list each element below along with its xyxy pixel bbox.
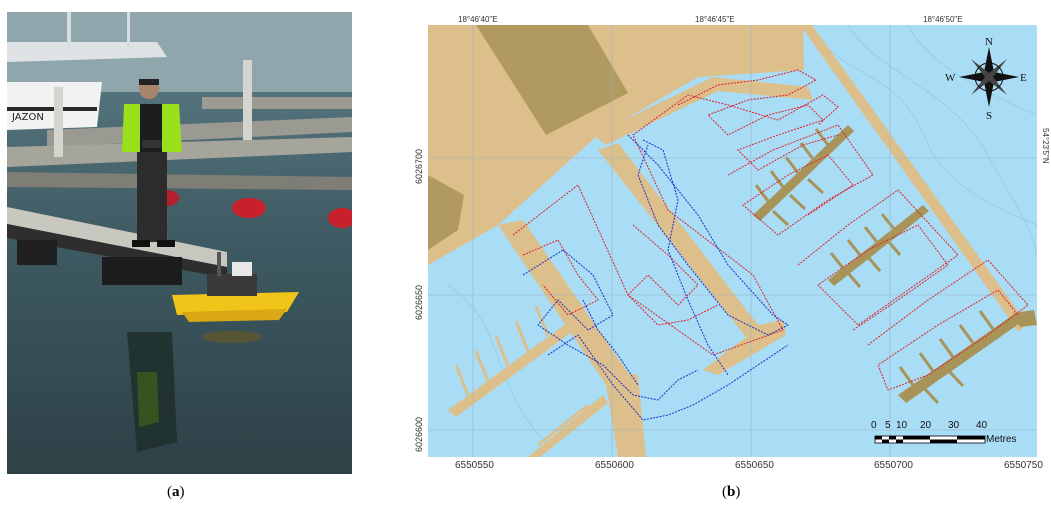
longitude-label-1: 18°46'40"E — [458, 15, 498, 24]
easting-label-3: 6550650 — [735, 460, 774, 471]
scale-tick-10: 10 — [896, 420, 908, 431]
building-1 — [476, 25, 628, 135]
scale-tick-30: 30 — [948, 420, 960, 431]
easting-label-2: 6550600 — [595, 460, 634, 471]
caption-b: (b) — [722, 484, 741, 500]
survey-map: N S E W — [428, 25, 1037, 457]
photo-illustration: JAZON — [7, 12, 352, 474]
scale-tick-0: 0 — [871, 420, 877, 431]
northing-label-1: 6026700 — [414, 148, 424, 184]
northing-label-2: 6026650 — [414, 284, 424, 320]
easting-label-1: 6550550 — [455, 460, 494, 471]
pier-dark-3 — [898, 310, 1037, 403]
graticule — [428, 25, 1037, 457]
longitude-label-3: 18°46'50"E — [923, 15, 963, 24]
easting-label-5: 6550750 — [1004, 460, 1043, 471]
map-canvas: N S E W — [428, 25, 1037, 457]
easting-label-4: 6550700 — [874, 460, 913, 471]
compass-south: S — [986, 110, 992, 122]
pier-dark-1 — [753, 125, 854, 221]
compass-east: E — [1020, 72, 1027, 84]
pier-dark-2 — [828, 205, 929, 286]
scale-tick-40: 40 — [976, 420, 988, 431]
track-red — [512, 69, 1029, 391]
northing-label-3: 6026600 — [414, 416, 424, 452]
caption-a-letter: a — [172, 484, 180, 500]
scale-unit: Metres — [986, 434, 1017, 445]
longitude-label-2: 18°46'45"E — [695, 15, 735, 24]
scale-bar — [874, 435, 986, 444]
caption-b-letter: b — [727, 484, 736, 500]
scale-tick-20: 20 — [920, 420, 932, 431]
caption-a: (a) — [167, 484, 185, 500]
track-blue — [522, 134, 789, 421]
boat-name: JAZON — [11, 112, 44, 123]
compass-rose: N S E W — [945, 36, 1027, 122]
scale-tick-5: 5 — [885, 420, 891, 431]
building-2 — [428, 175, 464, 250]
compass-north: N — [985, 36, 993, 48]
usv-photo: JAZON — [7, 12, 352, 474]
latitude-label: 54°23'5"N — [1041, 128, 1050, 164]
compass-west: W — [945, 72, 956, 84]
pier-lower-left — [448, 315, 584, 417]
pier-fingers-lower-left — [454, 291, 589, 447]
